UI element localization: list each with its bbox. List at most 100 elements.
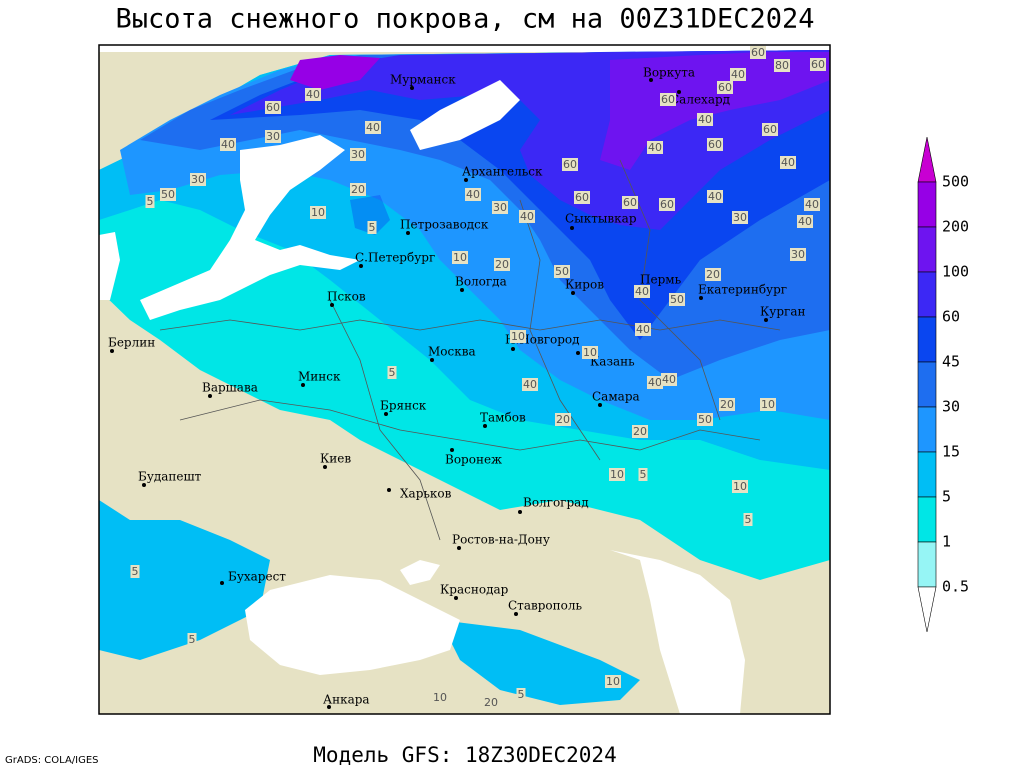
contour-label-bg — [717, 81, 733, 94]
colorbar-label: 30 — [942, 398, 960, 416]
contour-label: 40 — [781, 156, 795, 169]
colorbar-label: 5 — [942, 488, 951, 506]
contour-label: 40 — [520, 210, 534, 223]
contour-label: 40 — [662, 373, 676, 386]
contour-label: 40 — [306, 88, 320, 101]
contour-label-bg — [432, 691, 448, 704]
snow-caucasus — [440, 620, 640, 705]
city-label: Курган — [760, 305, 805, 319]
contour-label: 60 — [811, 58, 825, 71]
city-dot — [518, 510, 522, 514]
border-line — [619, 159, 721, 421]
contour-label: 40 — [523, 378, 537, 391]
city-dot — [410, 86, 414, 90]
contour-label-bg — [622, 196, 638, 209]
contour-label: 60 — [718, 81, 732, 94]
map-frame — [98, 44, 831, 715]
lake-onega — [350, 195, 390, 235]
contour-label: 10 — [311, 206, 325, 219]
contour-label-bg — [659, 198, 675, 211]
city-dot — [384, 412, 388, 416]
city-dot — [514, 612, 518, 616]
title: Высота снежного покрова, см на 00Z31DEC2… — [116, 4, 815, 35]
contour-label-bg — [719, 398, 735, 411]
contour-label-bg — [647, 376, 663, 389]
contour-label: 50 — [670, 293, 684, 306]
contour-label: 5 — [518, 688, 525, 701]
snow-100 — [600, 52, 830, 170]
contour-label-bg — [582, 346, 598, 359]
contour-label-bg — [634, 285, 650, 298]
colorbar-box — [917, 316, 937, 363]
contour-label: 40 — [648, 141, 662, 154]
contour-label-bg — [350, 183, 366, 196]
colorbar-label: 60 — [942, 308, 960, 326]
contour-label: 40 — [466, 188, 480, 201]
contour-label-bg — [483, 696, 499, 709]
contour-label: 40 — [636, 323, 650, 336]
city-label: Вологда — [455, 275, 507, 289]
city-label: Псков — [327, 290, 366, 304]
contour-label: 5 — [189, 633, 196, 646]
contour-label-bg — [669, 293, 685, 306]
city-dot — [460, 288, 464, 292]
city-label: Салехард — [670, 93, 730, 107]
colorbar-label: 200 — [942, 218, 969, 236]
contour-label: 60 — [763, 123, 777, 136]
contour-label-bg — [190, 173, 206, 186]
contour-label: 40 — [805, 198, 819, 211]
city-label: Мурманск — [390, 73, 456, 87]
contour-label-bg — [638, 468, 648, 481]
colorbar-label: 100 — [942, 263, 969, 281]
contour-label-bg — [562, 158, 578, 171]
contour-label-bg — [574, 191, 590, 204]
city-label: Анкара — [323, 693, 370, 707]
contour-label: 30 — [733, 211, 747, 224]
city-dot — [330, 303, 334, 307]
contour-label: 40 — [731, 68, 745, 81]
city-dot — [387, 488, 391, 492]
city-label: Брянск — [380, 399, 427, 413]
city-label: Воркута — [643, 66, 695, 80]
contour-label-bg — [555, 413, 571, 426]
contour-label-bg — [452, 251, 468, 264]
contour-label-bg — [494, 258, 510, 271]
colorbar-label: 1 — [942, 533, 951, 551]
contour-label: 5 — [132, 565, 139, 578]
city-label: Киров — [565, 278, 604, 292]
contour-label: 60 — [563, 158, 577, 171]
contour-label: 30 — [791, 248, 805, 261]
border-line — [159, 319, 781, 331]
colorbar-label: 45 — [942, 353, 960, 371]
city-label: Бухарест — [228, 570, 286, 584]
contour-label-bg — [661, 373, 677, 386]
city-dot — [323, 465, 327, 469]
city-dot — [208, 394, 212, 398]
city-dot — [571, 291, 575, 295]
city-label: Москва — [428, 345, 476, 359]
snow-balkans — [99, 500, 270, 660]
city-label: Ставрополь — [508, 599, 582, 613]
city-dot — [110, 349, 114, 353]
contour-label-bg — [732, 480, 748, 493]
city-label: Сыктывкар — [565, 212, 637, 226]
colorbar-label: 0.5 — [942, 578, 969, 596]
contour-label-bg — [707, 138, 723, 151]
contour-label-bg — [635, 323, 651, 336]
colorbar-label: 500 — [942, 173, 969, 191]
contour-label: 60 — [708, 138, 722, 151]
snow-200 — [290, 55, 380, 90]
contour-label-bg — [130, 565, 140, 578]
contour-label: 10 — [583, 346, 597, 359]
contour-label: 60 — [661, 93, 675, 106]
contour-label: 80 — [775, 59, 789, 72]
footer: Модель GFS: 18Z30DEC2024 — [313, 743, 616, 767]
contour-label: 5 — [389, 366, 396, 379]
contour-label: 40 — [798, 215, 812, 228]
contour-label-bg — [780, 156, 796, 169]
contour-label-bg — [220, 138, 236, 151]
city-dot — [464, 178, 468, 182]
contour-label-bg — [697, 413, 713, 426]
contour-label-bg — [522, 378, 538, 391]
